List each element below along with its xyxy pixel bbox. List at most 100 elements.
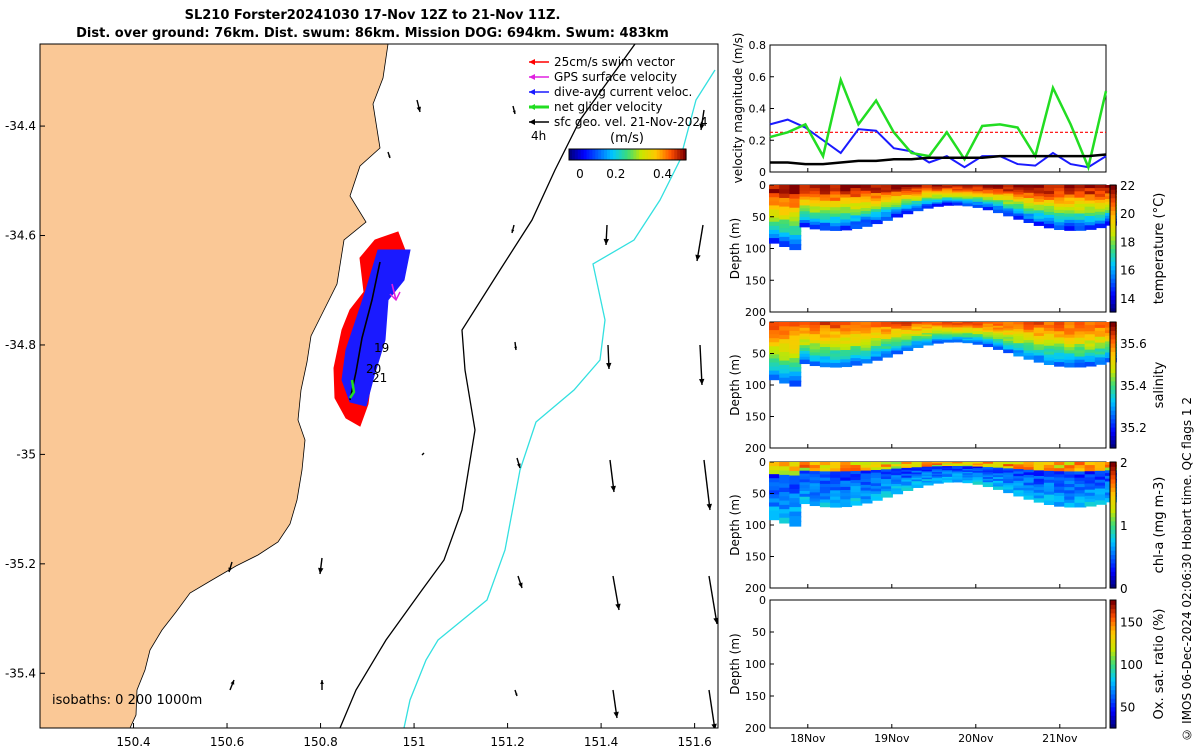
profile-colorbar-tick-label: 0 — [1120, 582, 1128, 596]
profile-cell — [1033, 213, 1046, 218]
profile-cell — [921, 194, 934, 198]
profile-cell — [1043, 214, 1056, 220]
map-x-tick-label: 151 — [403, 735, 426, 749]
time-x-tick-label: 19Nov — [874, 732, 910, 745]
profile-colorbar-segment — [1110, 617, 1116, 622]
profile-cell — [799, 196, 812, 202]
profile-cell — [1054, 355, 1066, 361]
profile-cell — [921, 185, 934, 189]
profile-cell — [1094, 482, 1107, 488]
profile-cell — [809, 468, 822, 473]
profile-cell — [1074, 347, 1087, 352]
profile-cell — [819, 219, 832, 225]
profile-cell — [769, 466, 781, 472]
profile-cell — [1084, 480, 1097, 486]
legend-entry-label: sfc geo. vel. 21-Nov-2024 — [554, 115, 708, 129]
geostrophic-velocity-arrow — [708, 575, 718, 625]
profile-cell — [1094, 354, 1107, 359]
map-colorbar-segment — [674, 149, 678, 160]
profile-y-tick-label: 50 — [752, 348, 766, 361]
profile-cell — [819, 210, 832, 215]
profile-cell — [1074, 493, 1087, 499]
profile-cell — [1094, 339, 1107, 345]
profile-cell — [809, 218, 822, 224]
profile-cell — [952, 339, 965, 343]
profile-cell — [911, 339, 924, 343]
profile-cell — [911, 465, 924, 469]
profile-cell — [1064, 219, 1077, 225]
profile-cell — [819, 322, 832, 327]
profile-colorbar-segment — [1110, 330, 1116, 336]
profile-cell — [1084, 468, 1097, 473]
profile-cell — [840, 337, 853, 343]
profile-cell — [1003, 483, 1016, 487]
profile-cell — [1074, 487, 1087, 492]
profile-cell — [1094, 497, 1107, 502]
profile-cell — [799, 348, 812, 353]
profile-cell — [881, 493, 893, 498]
profile-cell — [1074, 222, 1087, 228]
profile-cell — [1013, 208, 1026, 213]
profile-cell — [860, 199, 873, 204]
profile-cell — [779, 185, 792, 191]
profile-cell — [1043, 217, 1056, 223]
profile-y-tick-label: 200 — [745, 442, 766, 455]
profile-cell — [921, 340, 934, 344]
profile-cell — [850, 328, 863, 333]
profile-cell — [901, 473, 914, 478]
profile-cell — [1054, 194, 1066, 199]
profile-colorbar-segment — [1110, 499, 1116, 505]
profile-cell — [769, 478, 781, 484]
profile-cell — [819, 334, 832, 340]
profile-cell — [1033, 210, 1046, 215]
geostrophic-velocity-arrowhead — [606, 362, 612, 369]
profile-cell — [1023, 198, 1036, 203]
profile-cell — [860, 484, 873, 490]
profile-colorbar-segment — [1110, 571, 1116, 576]
profile-cell — [779, 483, 792, 490]
profile-cell — [789, 203, 802, 210]
map-colorbar-segment — [574, 149, 579, 160]
profile-cell — [993, 192, 1005, 197]
profile-cell — [1003, 330, 1016, 335]
profile-cell — [809, 501, 822, 507]
profile-cell — [1054, 499, 1066, 504]
profile-cell — [870, 193, 883, 198]
profile-cell — [769, 462, 781, 468]
profile-cell — [1084, 215, 1097, 221]
profile-cell — [1084, 212, 1097, 218]
profile-cell — [901, 475, 914, 480]
profile-cell — [1074, 322, 1087, 327]
profile-cell — [1003, 478, 1016, 483]
profile-cell — [1023, 350, 1036, 355]
profile-cell — [901, 196, 914, 201]
profile-cell — [789, 322, 802, 329]
profile-cell — [830, 204, 842, 209]
map-x-tick-label: 151.6 — [677, 735, 711, 749]
profile-cell — [921, 325, 934, 329]
profile-cell — [1094, 360, 1107, 365]
profile-colorbar-segment — [1110, 608, 1116, 614]
profile-cell — [1023, 487, 1036, 492]
profile-cell — [982, 188, 995, 192]
profile-cell — [1054, 483, 1066, 489]
profile-cell — [1003, 334, 1016, 339]
profile-colorbar-tick-label: 2 — [1120, 456, 1128, 470]
profile-colorbar-segment — [1110, 380, 1116, 386]
profile-cell — [1043, 357, 1056, 363]
profile-cell — [779, 193, 792, 200]
profile-cell — [860, 185, 873, 190]
profile-colorbar-segment — [1110, 693, 1116, 699]
profile-cell — [769, 374, 781, 381]
profile-cell — [1013, 338, 1026, 343]
profile-cell — [1094, 187, 1107, 193]
profile-cell — [1043, 348, 1056, 354]
profile-cell — [1094, 500, 1107, 505]
profile-cell — [881, 462, 893, 466]
profile-cell — [789, 194, 802, 201]
profile-cell — [799, 185, 812, 190]
profile-cell — [1013, 485, 1026, 490]
profile-cell — [1003, 185, 1016, 189]
profile-cell — [1084, 465, 1097, 470]
profile-cell — [982, 201, 995, 206]
